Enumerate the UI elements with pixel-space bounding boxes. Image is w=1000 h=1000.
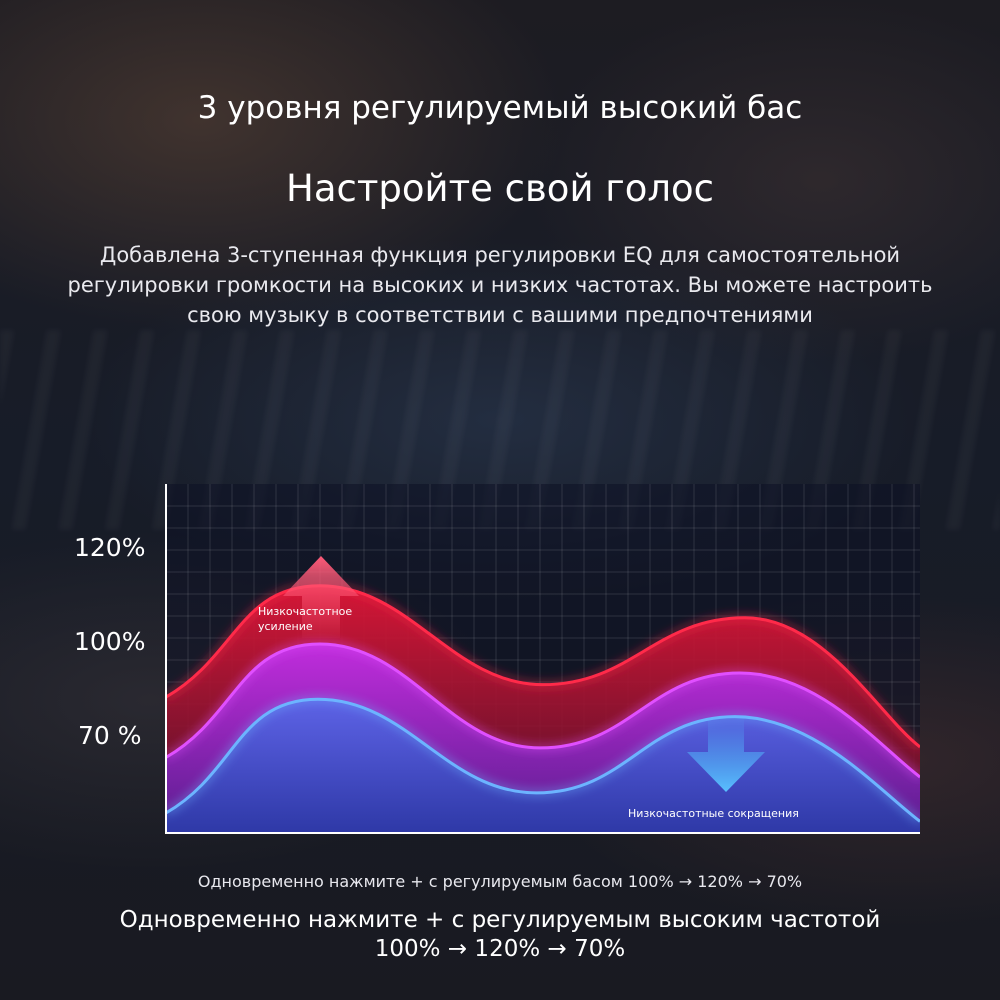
series-100-line <box>166 642 920 779</box>
page-title: 3 уровня регулируемый высокий бас <box>197 90 803 126</box>
boost-annotation-line1: Низкочастотное <box>258 605 352 618</box>
y-tick-label: 100% <box>74 627 145 656</box>
treble-instruction: Одновременно нажмите + с регулируемым вы… <box>119 907 881 962</box>
y-tick-label: 70 % <box>78 721 142 750</box>
y-tick-label: 120% <box>74 533 145 562</box>
page-subtitle: Настройте свой голос <box>286 167 714 210</box>
series-70-line <box>166 697 920 823</box>
boost-annotation-line2: усиление <box>258 620 313 633</box>
series-120-line <box>166 584 920 749</box>
description-text: Добавлена 3-ступенная функция регулировк… <box>67 243 933 327</box>
arrow-down-icon <box>687 718 765 792</box>
cut-annotation: Низкочастотные сокращения <box>628 807 799 820</box>
arrow-up-icon <box>283 556 359 638</box>
bass-instruction: Одновременно нажмите + с регулируемым ба… <box>197 872 803 891</box>
